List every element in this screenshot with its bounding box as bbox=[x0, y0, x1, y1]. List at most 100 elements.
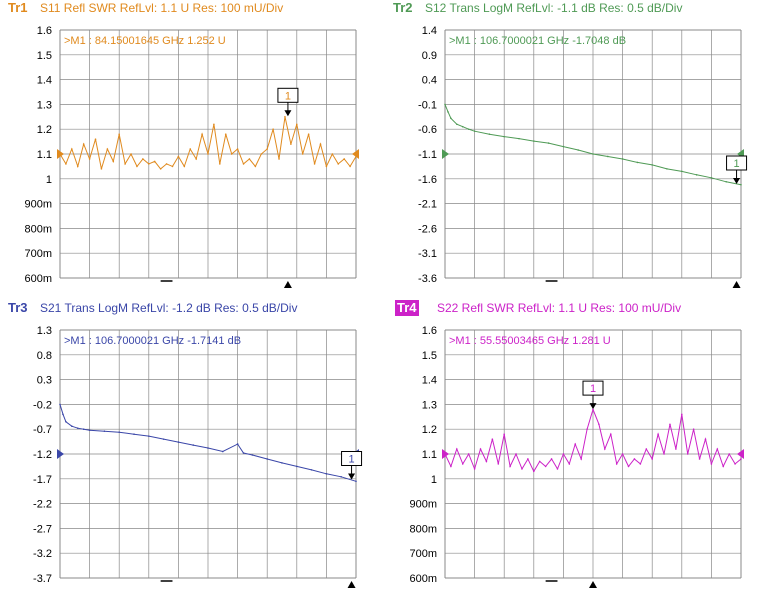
trace-point bbox=[355, 480, 357, 483]
trace-point bbox=[447, 111, 449, 113]
trace-point bbox=[621, 453, 624, 455]
marker-arrowhead bbox=[589, 403, 597, 410]
trace-tag[interactable]: Tr3 bbox=[8, 300, 28, 315]
trace-point bbox=[586, 428, 588, 430]
trace-point bbox=[290, 143, 292, 145]
trace-point bbox=[224, 133, 227, 135]
y-tick-label: 0.9 bbox=[422, 50, 437, 62]
trace-point bbox=[59, 153, 61, 155]
trace-point bbox=[183, 165, 186, 168]
trace-point bbox=[728, 453, 730, 455]
trace-point bbox=[509, 465, 511, 468]
trace-point bbox=[337, 163, 340, 165]
trace-point bbox=[65, 420, 67, 423]
trace-point bbox=[153, 160, 156, 163]
marker-readout: >M1 : 55.55003465 GHz 1.281 U bbox=[449, 335, 611, 347]
trace-point bbox=[550, 458, 553, 460]
marker-arrowhead bbox=[733, 177, 741, 184]
trace-point bbox=[313, 163, 316, 165]
trace-point bbox=[100, 168, 103, 170]
trace-point bbox=[580, 458, 582, 460]
y-tick-label: -3.6 bbox=[418, 273, 437, 285]
trace-point bbox=[349, 165, 351, 168]
trace-point bbox=[473, 130, 476, 132]
trace-point bbox=[527, 458, 529, 460]
trace-point bbox=[515, 453, 517, 455]
trace-point bbox=[518, 137, 520, 140]
trace-point bbox=[236, 443, 239, 445]
trace-point bbox=[124, 163, 126, 165]
trace-point bbox=[657, 433, 659, 435]
trace-point bbox=[675, 448, 677, 450]
trace-point bbox=[740, 458, 742, 460]
trace-point bbox=[461, 463, 464, 465]
y-tick-label: 1.5 bbox=[422, 350, 437, 362]
trace-point bbox=[716, 448, 719, 450]
trace-tag[interactable]: Tr4 bbox=[395, 300, 419, 316]
y-tick-label: 1 bbox=[431, 474, 437, 486]
trace-point bbox=[76, 427, 79, 430]
trace-point bbox=[118, 431, 120, 433]
y-tick-label: 1.4 bbox=[422, 25, 437, 37]
y-tick-label: -0.6 bbox=[418, 124, 437, 136]
marker-readout: >M1 : 106.7000021 GHz -1.7048 dB bbox=[449, 35, 626, 47]
trace-pane-3: Tr3 S21 Trans LogM RefLvl: -1.2 dB Res: 0… bbox=[0, 300, 385, 594]
marker-position-triangle[interactable] bbox=[283, 281, 292, 288]
ref-level-arrow-left[interactable] bbox=[57, 449, 64, 459]
trace-point bbox=[177, 155, 180, 158]
y-tick-label: -3.1 bbox=[418, 248, 437, 260]
trace-point bbox=[538, 460, 541, 463]
plot-grid bbox=[444, 329, 742, 579]
y-tick-label: -1.7 bbox=[33, 474, 52, 486]
trace-point bbox=[159, 168, 162, 170]
trace-header: Tr3 S21 Trans LogM RefLvl: -1.2 dB Res: 0… bbox=[0, 300, 385, 318]
marker-position-triangle[interactable] bbox=[347, 581, 356, 588]
trace-point bbox=[485, 460, 488, 463]
trace-point bbox=[645, 448, 648, 450]
marker-position-triangle[interactable] bbox=[589, 581, 597, 588]
trace-point bbox=[568, 463, 571, 465]
trace-point bbox=[319, 143, 322, 145]
trace-point bbox=[340, 476, 343, 478]
y-tick-label: -2.6 bbox=[418, 223, 437, 235]
ref-level-arrow-right[interactable] bbox=[737, 449, 744, 459]
y-tick-label: -1.1 bbox=[418, 149, 437, 161]
trace-point bbox=[467, 128, 470, 130]
trace-point bbox=[148, 435, 150, 437]
y-tick-label: -1.6 bbox=[418, 174, 437, 186]
trace-point bbox=[112, 160, 115, 163]
trace-point bbox=[722, 465, 725, 468]
trace-point bbox=[592, 408, 594, 411]
trace-point bbox=[710, 463, 713, 465]
y-tick-label: -0.1 bbox=[418, 99, 437, 111]
trace-point bbox=[213, 123, 215, 126]
trace-point bbox=[556, 468, 559, 470]
trace-point bbox=[272, 128, 274, 130]
trace-point bbox=[343, 158, 345, 160]
trace-tag[interactable]: Tr1 bbox=[8, 0, 28, 15]
trace-point bbox=[195, 158, 197, 160]
marker-label: 1 bbox=[348, 453, 354, 465]
trace-point bbox=[456, 123, 458, 126]
trace-point bbox=[230, 153, 233, 155]
trace-point bbox=[88, 429, 91, 431]
trace-point bbox=[278, 158, 280, 160]
y-tick-label: 1.5 bbox=[37, 50, 52, 62]
trace-point bbox=[615, 463, 618, 465]
trace-point bbox=[562, 453, 565, 455]
trace-point bbox=[82, 428, 85, 430]
ref-level-arrow-right[interactable] bbox=[352, 149, 359, 159]
trace-point bbox=[740, 183, 742, 186]
ref-level-arrow-left[interactable] bbox=[442, 149, 449, 159]
y-tick-label: -1.2 bbox=[33, 449, 52, 461]
trace-point bbox=[686, 453, 689, 455]
y-tick-label: 1.4 bbox=[37, 75, 52, 87]
trace-point bbox=[669, 423, 671, 426]
trace-point bbox=[281, 462, 283, 464]
marker-position-triangle[interactable] bbox=[732, 281, 741, 288]
trace-point bbox=[473, 468, 476, 470]
trace-point bbox=[450, 117, 452, 120]
trace-tag[interactable]: Tr2 bbox=[393, 0, 413, 15]
trace-point bbox=[609, 433, 612, 435]
trace-point bbox=[663, 453, 665, 455]
